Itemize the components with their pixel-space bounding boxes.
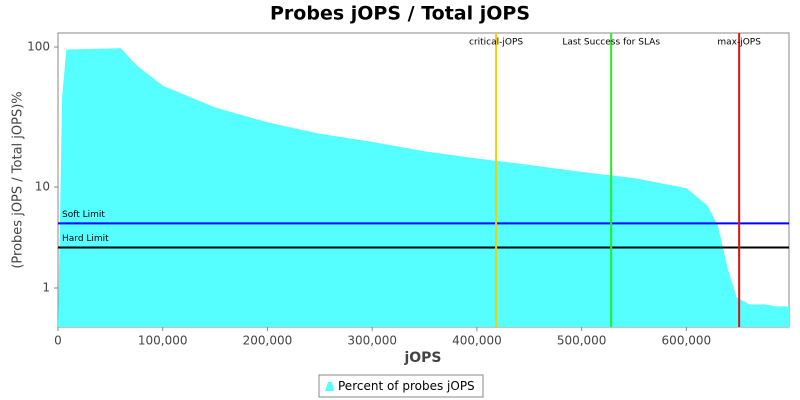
x-tick-label: 100,000: [138, 334, 188, 348]
legend-swatch: [325, 382, 334, 391]
x-axis-label: jOPS: [403, 350, 441, 366]
x-tick-label: 300,000: [347, 334, 397, 348]
area: [58, 48, 789, 328]
y-axis-label: (Probes jOPS / Total jOPS)%: [11, 91, 26, 268]
marker-label: max-jOPS: [717, 38, 761, 48]
legend: Percent of probes jOPS: [318, 374, 484, 398]
x-tick-label: 600,000: [662, 334, 712, 348]
x-tick-label: 200,000: [243, 334, 293, 348]
x-tick-label: 500,000: [557, 334, 607, 348]
marker-label: Last Success for SLAs: [562, 38, 660, 48]
y-tick-label: 1: [42, 280, 50, 294]
legend-box: [318, 374, 484, 398]
limit-label: Soft Limit: [62, 210, 105, 220]
y-tick-label: 10: [35, 180, 50, 194]
marker-label: critical-jOPS: [469, 38, 523, 48]
legend-label: Percent of probes jOPS: [338, 379, 475, 393]
limit-label: Hard Limit: [62, 234, 109, 244]
x-tick-label: 400,000: [452, 334, 502, 348]
y-tick-label: 100: [27, 40, 50, 54]
x-tick-label: 0: [54, 334, 62, 348]
chart-title: Probes jOPS / Total jOPS: [270, 3, 530, 25]
